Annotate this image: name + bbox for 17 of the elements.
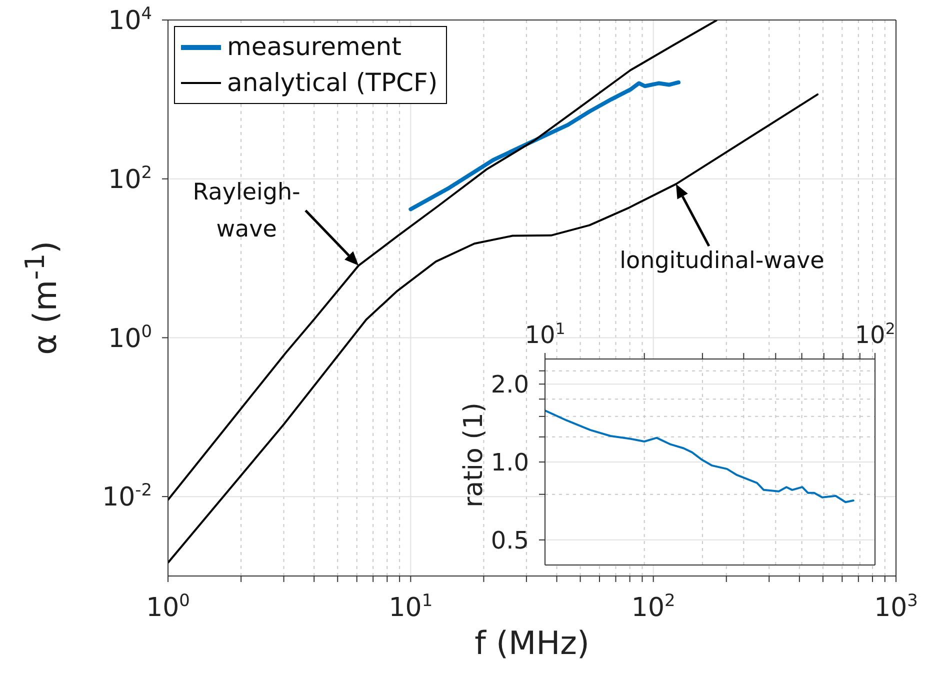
- x-tick-label: 10$^{3}$: [874, 590, 918, 623]
- x-axis-title: f (MHz): [474, 624, 590, 662]
- annotation: longitudinal-wave: [620, 248, 824, 274]
- y-tick-label: 1.0: [490, 448, 529, 476]
- annotation: Rayleigh- wave: [192, 180, 300, 243]
- y-tick-label: 0.5: [490, 526, 529, 554]
- x-tick-label: 10$^{2}$: [631, 590, 676, 623]
- x-tick-label: 10$^{0}$: [146, 590, 190, 623]
- y-tick-label: 2.0: [490, 370, 529, 398]
- y-axis-title: ratio (1): [459, 401, 489, 510]
- y-tick-label: 10$^{4}$: [108, 3, 152, 36]
- x-tick-label: 10$^{1}$: [524, 320, 566, 349]
- legend-label: measurement: [227, 31, 402, 63]
- x-tick-label: 10$^{1}$: [388, 590, 433, 623]
- y-tick-label: 10$^{-2}$: [102, 480, 152, 513]
- y-tick-label: 10$^{2}$: [108, 162, 152, 195]
- legend-label: analytical (TPCF): [227, 67, 438, 99]
